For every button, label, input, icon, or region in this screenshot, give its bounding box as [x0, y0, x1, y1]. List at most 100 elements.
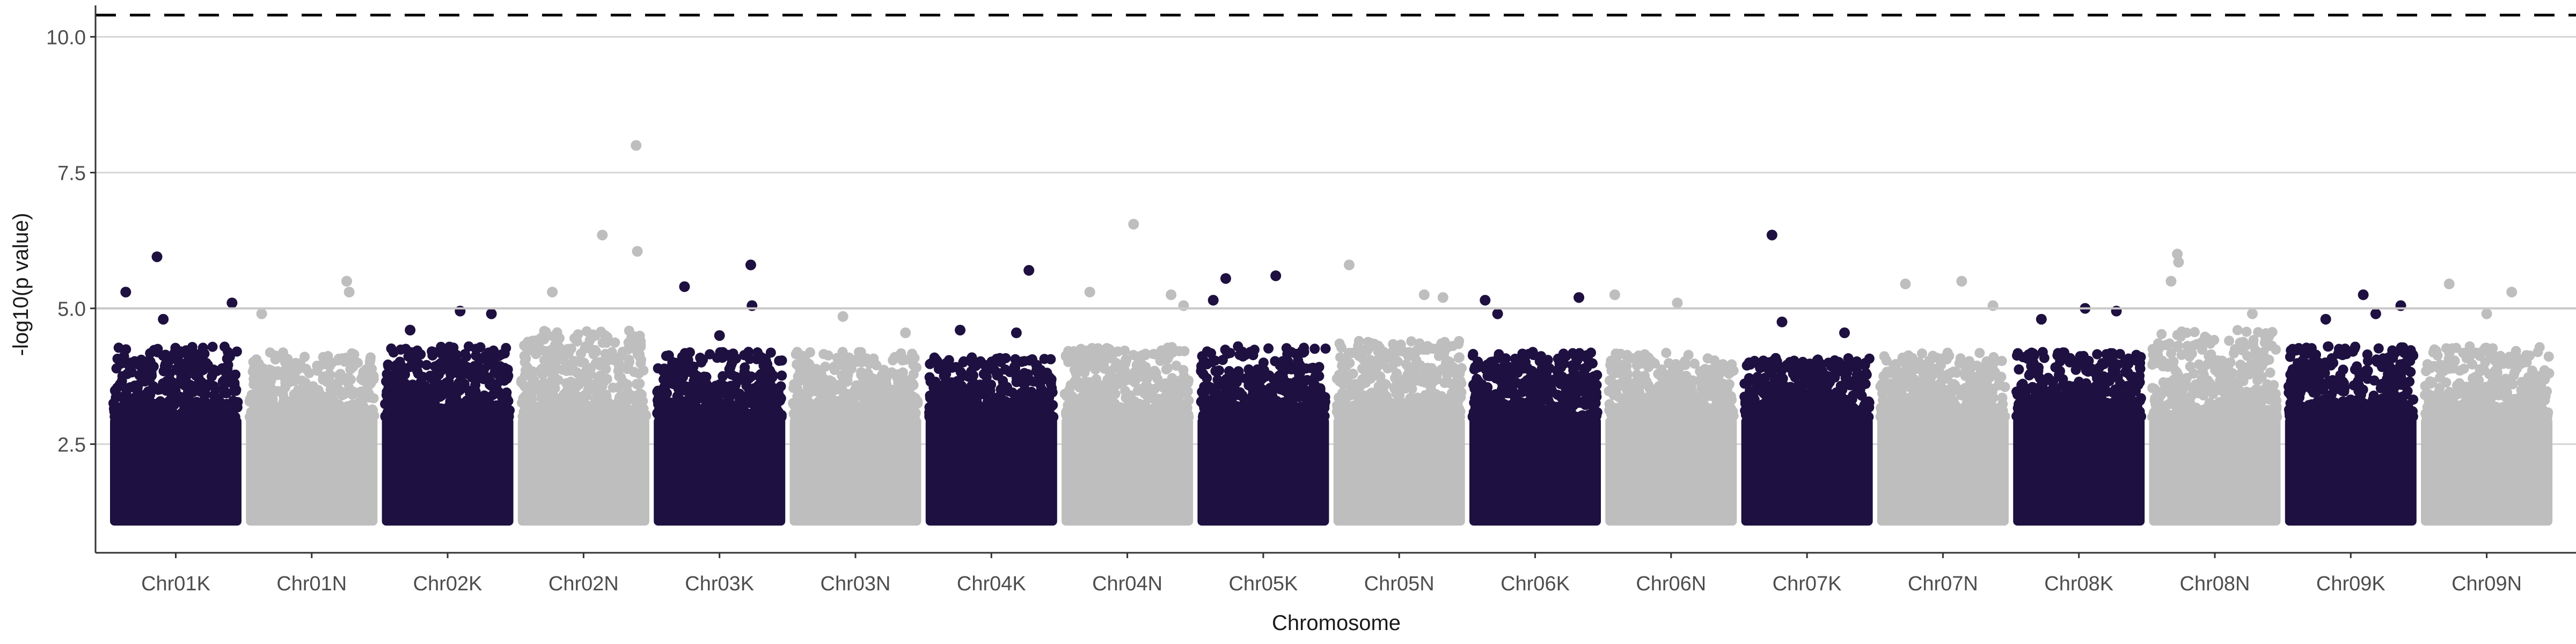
data-point [262, 373, 273, 384]
data-point [1419, 377, 1430, 388]
data-point [1372, 403, 1382, 414]
data-point [1345, 412, 1356, 422]
dense-band [1605, 417, 1737, 526]
data-point [183, 350, 194, 361]
data-point [990, 406, 1001, 417]
data-point [540, 399, 551, 409]
data-point [1160, 354, 1171, 364]
data-point [488, 345, 499, 356]
data-point [1045, 354, 1056, 364]
data-point [870, 374, 881, 385]
data-point [501, 392, 512, 403]
data-point [1502, 388, 1512, 399]
data-point [575, 406, 586, 416]
data-point [132, 383, 143, 394]
data-point [1153, 393, 1164, 404]
data-point [144, 375, 155, 385]
data-point [1234, 349, 1245, 360]
data-point [171, 381, 181, 392]
data-point [453, 379, 464, 390]
data-point [581, 326, 592, 336]
top-hit-point [341, 276, 353, 287]
data-point [791, 349, 801, 360]
data-point [941, 369, 952, 379]
data-point [927, 357, 938, 368]
data-point [1090, 364, 1101, 375]
data-point [592, 397, 603, 407]
data-point [1646, 355, 1657, 366]
data-point [352, 405, 362, 415]
data-point [546, 361, 557, 371]
data-point [908, 369, 919, 380]
data-point [219, 341, 230, 352]
data-point [1468, 349, 1479, 360]
data-point [1080, 363, 1091, 374]
data-point [531, 335, 541, 346]
data-point [522, 404, 533, 415]
data-point [935, 409, 946, 420]
data-point [549, 392, 560, 402]
data-point [429, 370, 440, 380]
data-point [441, 349, 451, 360]
top-hit-point [745, 259, 756, 270]
data-point [547, 370, 558, 380]
data-point [1582, 380, 1592, 391]
dense-band [1197, 417, 1329, 526]
data-point [246, 390, 257, 400]
data-point [634, 388, 645, 399]
data-point [522, 362, 533, 373]
data-point [1503, 371, 1514, 382]
data-point [695, 353, 706, 363]
data-point [1199, 402, 1210, 413]
data-point [481, 355, 492, 365]
data-point [671, 370, 682, 380]
data-point [709, 410, 720, 421]
data-point [469, 361, 480, 371]
data-point [897, 367, 908, 378]
top-hit-point [151, 251, 163, 262]
data-point [380, 399, 391, 409]
data-point [1586, 412, 1597, 422]
data-point [991, 397, 1002, 408]
data-point [325, 412, 336, 422]
data-point [299, 352, 310, 362]
data-point [770, 411, 781, 422]
data-point [799, 360, 810, 371]
data-point [108, 398, 119, 409]
data-point [458, 358, 469, 369]
data-point [347, 359, 358, 370]
data-point [1118, 409, 1129, 420]
data-point [590, 346, 601, 357]
data-point [475, 411, 486, 422]
data-point [1017, 389, 1028, 400]
data-point [1533, 393, 1544, 404]
data-point [1164, 398, 1175, 408]
top-hit-point [632, 246, 643, 257]
data-point [1147, 410, 1158, 421]
data-point [362, 412, 372, 422]
data-point [193, 373, 204, 384]
data-point [719, 381, 730, 392]
data-point [987, 362, 998, 373]
top-hit-point [256, 308, 267, 319]
data-point [924, 402, 935, 413]
data-point [1592, 370, 1602, 380]
data-point [1015, 408, 1026, 419]
data-point [400, 343, 411, 354]
data-point [1400, 383, 1410, 394]
data-point [1009, 364, 1020, 375]
data-point [832, 396, 843, 407]
data-point [909, 353, 920, 363]
data-point [1314, 371, 1324, 382]
data-point [485, 412, 496, 422]
dense-band [246, 417, 378, 526]
data-point [1495, 410, 1506, 421]
data-point [479, 364, 489, 375]
data-point [1044, 372, 1055, 383]
data-point [572, 336, 582, 347]
data-point [1140, 386, 1151, 397]
data-point [265, 347, 275, 358]
data-point [407, 379, 418, 390]
dense-band [382, 417, 514, 526]
data-point [208, 364, 219, 375]
